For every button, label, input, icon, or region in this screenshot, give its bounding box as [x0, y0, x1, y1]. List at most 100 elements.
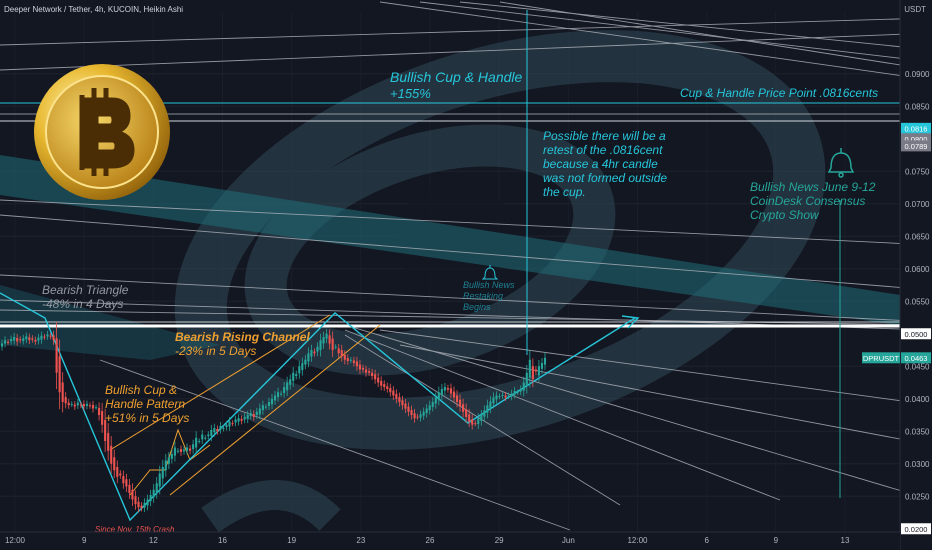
candle-body — [358, 364, 362, 370]
candle-body — [543, 357, 547, 365]
y-tick-label: 0.0350 — [905, 427, 930, 436]
candle-body — [516, 392, 519, 394]
candle-body — [58, 356, 61, 393]
price-label-text: 0.0463 — [905, 354, 928, 363]
candle-body — [213, 428, 216, 433]
candle-body — [377, 377, 380, 383]
news-note-3: Crypto Show — [750, 208, 820, 222]
price-label-box — [901, 352, 931, 364]
candle-body — [176, 450, 180, 452]
candle-body — [158, 473, 161, 487]
candle-body — [486, 405, 489, 413]
candle-body — [164, 460, 167, 471]
candle-body — [419, 414, 422, 418]
candle-body — [116, 467, 119, 477]
candle-body — [437, 392, 440, 400]
restaking-note-1: Bullish News — [463, 280, 515, 290]
candle-body — [534, 369, 537, 372]
candle-body — [189, 448, 192, 451]
candle-body — [25, 336, 28, 340]
y-tick-label: 0.0850 — [905, 102, 930, 111]
x-tick-label: 9 — [82, 536, 87, 545]
time-axis[interactable]: 12:00 9 12 16 19 23 26 29 Jun 12:00 6 9 13 — [0, 531, 900, 550]
candle-body — [346, 358, 349, 362]
candle-body — [292, 372, 295, 381]
candle-body — [374, 374, 377, 380]
candle-body — [134, 496, 137, 505]
candle-body — [76, 402, 79, 406]
retest-note-4: was not formed outside — [543, 171, 667, 185]
bitcoin-coin-image — [34, 64, 170, 200]
candle-body — [280, 393, 283, 395]
candle-body — [325, 333, 328, 339]
candle-body — [452, 391, 456, 398]
candle-body — [91, 404, 95, 409]
candle-body — [198, 441, 201, 442]
candle-body — [489, 401, 492, 408]
candle-body — [264, 406, 267, 408]
candle-body — [219, 426, 222, 430]
candle-body — [458, 399, 462, 407]
candle-body — [504, 395, 507, 398]
candle-body — [231, 423, 234, 425]
candle-body — [185, 447, 189, 451]
candle-body — [434, 397, 437, 404]
candle-body — [167, 457, 170, 464]
price-label-text: 0.0500 — [905, 330, 928, 339]
candle-body — [328, 335, 331, 344]
candle-body — [179, 449, 183, 453]
x-tick-label: 16 — [218, 536, 227, 545]
candle-body — [246, 415, 249, 419]
x-tick-label: 9 — [774, 536, 779, 545]
candle-body — [389, 388, 392, 393]
candle-body — [334, 346, 337, 348]
candle-body — [267, 402, 271, 406]
candles-group — [0, 321, 547, 513]
candle-body — [243, 416, 246, 420]
candle-body — [283, 387, 286, 393]
candle-body — [343, 354, 346, 360]
candle-body — [55, 338, 58, 373]
bearish-triangle-title: Bearish Triangle — [42, 283, 129, 297]
candle-body — [173, 447, 176, 456]
price-point-note: Cup & Handle Price Point .0816cents — [680, 86, 878, 100]
candle-body — [228, 421, 231, 427]
candle-body — [407, 406, 410, 412]
candle-body — [104, 419, 107, 441]
candle-body — [507, 395, 510, 397]
x-tick-label: 12:00 — [627, 536, 648, 545]
bearish-triangle-percent: -48% in 4 Days — [42, 297, 123, 311]
candle-body — [304, 359, 307, 365]
candle-body — [28, 337, 31, 341]
y-tick-label: 0.0250 — [905, 492, 930, 501]
news-note-2: CoinDesk Consensus — [750, 194, 865, 208]
candle-body — [428, 405, 431, 411]
candle-body — [101, 411, 104, 425]
candle-body — [416, 416, 419, 418]
price-label-box — [901, 328, 931, 340]
y-tick-label: 0.0450 — [905, 362, 930, 371]
candle-body — [310, 350, 313, 357]
x-tick-label: 12:00 — [5, 536, 26, 545]
retest-note-5: the cup. — [543, 185, 586, 199]
candle-body — [170, 454, 173, 459]
price-unit-label: USDT — [904, 5, 926, 14]
candle-body — [386, 386, 389, 389]
candle-body — [49, 335, 52, 337]
candle-body — [340, 350, 343, 357]
candle-body — [446, 388, 449, 390]
price-axis[interactable]: 0.0900 0.0850 0.0750 0.0700 0.0650 0.0600 0.05… — [862, 0, 932, 550]
restaking-note-2: Restaking — [463, 291, 503, 301]
candle-body — [98, 407, 101, 415]
candle-body — [498, 396, 501, 398]
candle-body — [152, 489, 155, 498]
candle-body — [364, 369, 368, 373]
candle-body — [404, 403, 407, 409]
candle-body — [395, 393, 398, 399]
price-label-box — [901, 133, 931, 145]
y-tick-label: 0.0400 — [905, 395, 930, 404]
candle-body — [307, 353, 310, 362]
y-tick-label: 0.0750 — [905, 167, 930, 176]
candle-body — [122, 476, 125, 484]
